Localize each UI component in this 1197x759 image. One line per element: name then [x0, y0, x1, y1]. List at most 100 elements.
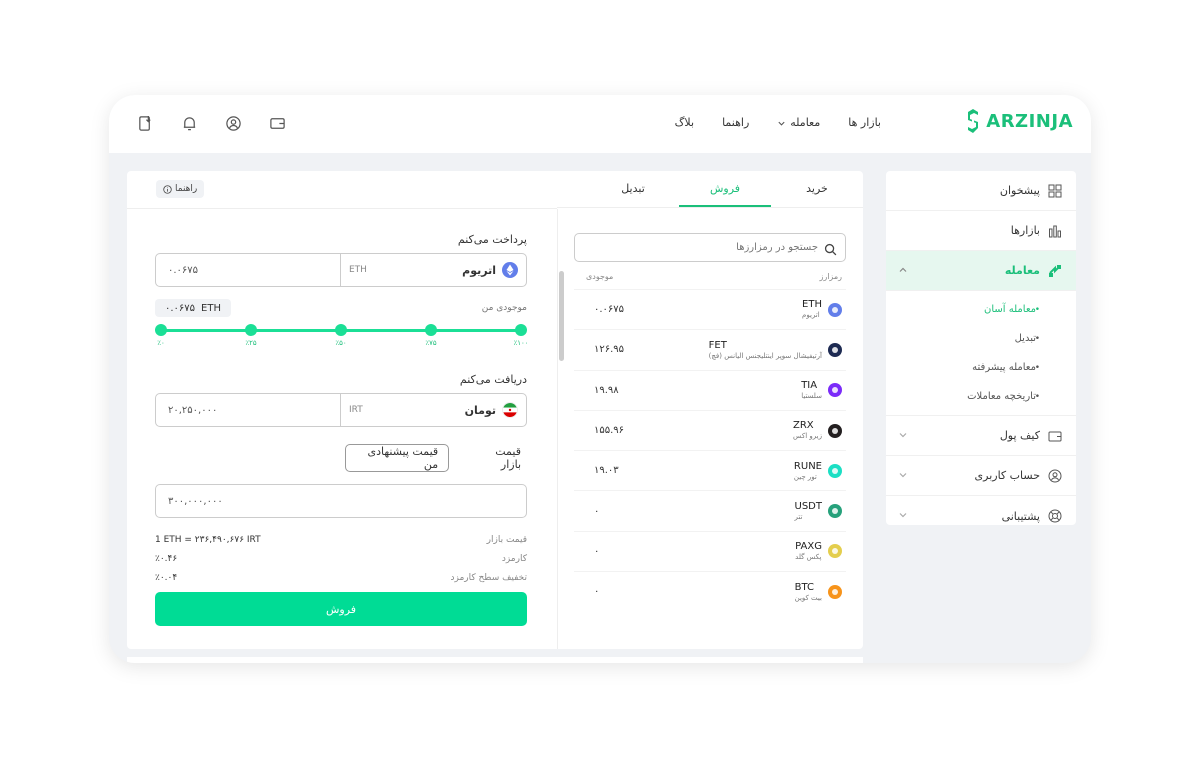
slider-step-dot[interactable] — [245, 324, 257, 336]
sidebar-item-dashboard[interactable]: پیشخوان — [886, 171, 1076, 211]
market-row[interactable]: ZRX زیرو اکس ۱۵۵.۹۶ — [574, 409, 846, 450]
col-coin: رمزارز — [819, 272, 842, 281]
sidebar: پیشخوان بازارها معامله معامله آسان تبدیل… — [886, 171, 1076, 525]
nav-guide[interactable]: راهنما — [722, 116, 749, 129]
wallet-icon — [1048, 429, 1062, 443]
brand-name: ARZINJA — [986, 110, 1073, 132]
coin-name: تتر — [794, 512, 803, 521]
pay-amount-input[interactable]: ۰.۰۶۷۵ — [156, 254, 340, 286]
receive-amount-input[interactable]: ۲۰,۲۵۰,۰۰۰ — [156, 394, 340, 426]
market-row[interactable]: TIA سلستیا ۱۹.۹۸ — [574, 369, 846, 410]
coin-glyph — [832, 306, 838, 313]
exchange-icon — [1048, 264, 1062, 278]
tab-buy[interactable]: خرید — [806, 182, 828, 195]
pay-amount-value: ۰.۰۶۷۵ — [168, 264, 199, 276]
user-circle-icon[interactable] — [225, 115, 242, 132]
coin-name: اتریوم — [802, 311, 820, 320]
coin-glyph — [832, 588, 838, 595]
market-row[interactable]: USDT تتر ۰ — [574, 490, 846, 530]
market-scrollbar[interactable] — [559, 271, 564, 361]
slider-tick-label: ٪۷۵ — [425, 339, 437, 347]
coin-balance: ۰ — [594, 586, 600, 598]
trade-panel: خرید فروش تبدیل راهنما پرداخت می‌کنم اتر… — [127, 171, 863, 649]
receive-currency-select[interactable]: تومان IRT — [340, 394, 526, 426]
top-icons — [137, 115, 286, 132]
coin-glyph — [832, 387, 838, 394]
sidebar-item-trade[interactable]: معامله — [886, 251, 1076, 291]
market-row[interactable]: BTC بیت کوین ۰ — [574, 571, 846, 611]
price-type-toggle: قیمت بازار قیمت پیشنهادی من — [345, 444, 527, 472]
sidebar-item-label: کیف پول — [999, 429, 1040, 442]
coin-symbol: BTC — [794, 581, 814, 593]
top-bar: ARZINJA بازار ها معامله راهنما بلاگ — [109, 95, 1091, 153]
offer-price-input[interactable]: ۳۰۰,۰۰۰,۰۰۰ — [155, 484, 527, 518]
info-value: ٪۰.۰۴ — [155, 573, 178, 583]
sidebar-sub-trade-history[interactable]: تاریخچه معاملات — [886, 382, 1076, 411]
market-search — [574, 233, 846, 262]
info-icon — [163, 184, 172, 194]
coin-name-block: ETH اتریوم — [802, 299, 822, 319]
market-row[interactable]: FET آرتیفیشال سوپر اینتلیجنس الیانس (فچ) ۱… — [574, 329, 846, 369]
chevron-down-icon — [898, 430, 908, 440]
sidebar-item-wallet[interactable]: کیف پول — [886, 416, 1076, 456]
balance-value: ۰.۰۶۷۵ — [165, 302, 196, 314]
coin-balance: ۰.۰۶۷۵ — [594, 304, 625, 316]
arzinja-logo-icon — [964, 109, 982, 133]
info-row-market-price: قیمت بازار 1 ETH = ۲۳۶,۴۹۰,۶۷۶ IRT — [155, 535, 527, 551]
sidebar-item-label: پشتیبانی — [1001, 509, 1040, 523]
market-list-header: رمزارز موجودی — [574, 272, 846, 281]
sidebar-item-label: بازارها — [1010, 224, 1040, 237]
coin-name: سلستیا — [801, 392, 822, 401]
coin-balance: ۰ — [594, 545, 600, 557]
slider-step-dot[interactable] — [425, 324, 437, 336]
guide-button[interactable]: راهنما — [156, 180, 205, 198]
slider-tick-label: ٪۵۰ — [335, 339, 347, 347]
receive-label: دریافت می‌کنم — [459, 373, 527, 386]
sidebar-sub-easy-trade[interactable]: معامله آسان — [886, 295, 1076, 324]
sidebar-item-markets[interactable]: بازارها — [886, 211, 1076, 251]
slider-step-dot[interactable] — [335, 324, 347, 336]
download-app-icon[interactable] — [137, 115, 154, 132]
pay-currency-select[interactable]: اتریوم ETH — [340, 254, 526, 286]
slider-step-dot[interactable] — [155, 324, 167, 336]
coin-name-block: RUNE تور چین — [794, 461, 822, 481]
coin-name-block: ZRX زیرو اکس — [793, 420, 822, 440]
tab-convert[interactable]: تبدیل — [621, 182, 645, 195]
sell-submit-button[interactable]: فروش — [155, 592, 527, 626]
nav-blog[interactable]: بلاگ — [675, 116, 694, 129]
info-value: 1 ETH = ۲۳۶,۴۹۰,۶۷۶ IRT — [155, 535, 261, 545]
coin-glyph — [832, 467, 838, 474]
chart-bars-icon — [1048, 224, 1062, 238]
balance-chip[interactable]: ۰.۰۶۷۵ ETH — [155, 299, 231, 317]
brand-logo[interactable]: ARZINJA — [964, 109, 1073, 133]
paxg-coin-icon — [828, 544, 842, 559]
nav-guide-label: راهنما — [722, 116, 750, 129]
panel-divider — [557, 209, 558, 649]
wallet-icon[interactable] — [269, 115, 286, 132]
nav-markets[interactable]: بازار ها — [848, 116, 881, 129]
sidebar-sub-advanced-trade[interactable]: معامله پیشرفته — [886, 353, 1076, 382]
market-row[interactable]: PAXG پکس گلد ۰ — [574, 530, 846, 571]
amount-slider[interactable]: ٪۰ ٪۲۵ ٪۵۰ ٪۷۵ ٪۱۰۰ — [155, 324, 529, 354]
sidebar-sub-convert[interactable]: تبدیل — [886, 324, 1076, 353]
dashboard-icon — [1048, 184, 1062, 198]
sidebar-item-account[interactable]: حساب کاربری — [886, 456, 1076, 496]
fet-coin-icon — [828, 342, 842, 357]
coin-symbol: FET — [708, 339, 727, 351]
market-row[interactable]: RUNE تور چین ۱۹.۰۳ — [574, 450, 846, 490]
market-row[interactable]: ETH اتریوم ۰.۰۶۷۵ — [574, 289, 846, 329]
bell-icon[interactable] — [181, 115, 198, 132]
chevron-up-icon — [898, 265, 908, 275]
offer-price-option[interactable]: قیمت پیشنهادی من — [345, 444, 450, 472]
market-search-input[interactable] — [583, 242, 818, 253]
nav-trade[interactable]: معامله — [777, 116, 820, 129]
sidebar-item-support[interactable]: پشتیبانی — [886, 496, 1076, 536]
slider-step-dot[interactable] — [515, 324, 527, 336]
coin-name: بیت کوین — [794, 593, 822, 602]
usdt-coin-icon — [828, 504, 842, 519]
coin-name: زیرو اکس — [793, 432, 822, 441]
market-price-option[interactable]: قیمت بازار — [495, 445, 521, 471]
sidebar-item-label: حساب کاربری — [974, 469, 1040, 482]
tab-sell[interactable]: فروش — [679, 171, 771, 207]
